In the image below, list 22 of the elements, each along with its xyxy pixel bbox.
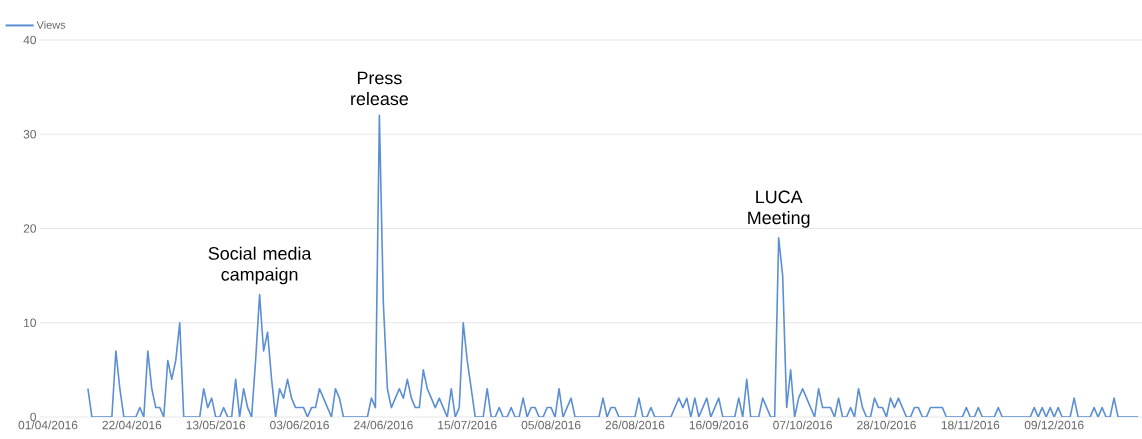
legend-label: Views [36, 20, 66, 29]
y-tick-label: 0 [30, 412, 37, 422]
x-tick-label: 07/10/2016 [773, 420, 833, 430]
x-tick-label: 24/06/2016 [354, 420, 413, 430]
x-tick-label: 03/06/2016 [270, 420, 329, 430]
x-tick-label: 01/04/2016 [18, 420, 78, 430]
x-tick-label: 09/12/2016 [1024, 420, 1084, 430]
y-tick-label: 10 [24, 318, 37, 327]
x-tick-label: 13/05/2016 [186, 420, 246, 430]
x-tick-label: 28/10/2016 [857, 420, 916, 430]
y-tick-label: 20 [23, 224, 37, 233]
x-tick-label: 15/07/2016 [438, 420, 497, 430]
x-tick-label: 18/11/2016 [941, 420, 1000, 430]
y-tick-label: 40 [23, 35, 37, 45]
x-tick-label: 26/08/2016 [605, 420, 665, 430]
x-tick-label: 05/08/2016 [521, 420, 581, 430]
x-tick-label: 22/04/2016 [102, 420, 162, 430]
annotation: Social media campaign [208, 246, 312, 285]
annotation: Press release [351, 71, 408, 106]
annotation: LUCA Meeting [748, 190, 810, 228]
y-tick-label: 30 [23, 130, 37, 139]
x-tick-label: 16/09/2016 [689, 420, 749, 430]
